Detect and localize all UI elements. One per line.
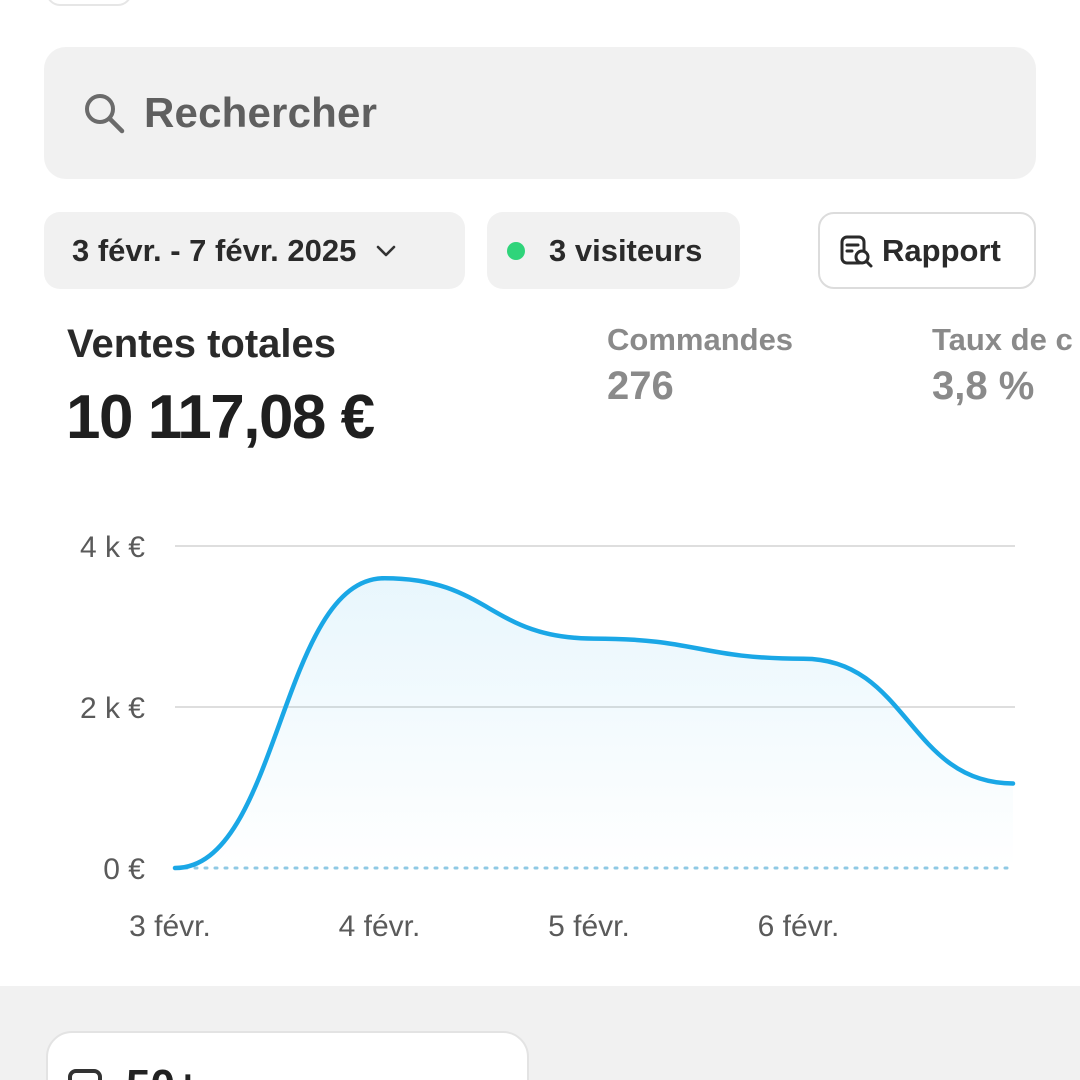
total-sales-value: 10 117,08 € [66, 383, 375, 452]
x-tick-label: 3 févr. [129, 910, 211, 943]
y-tick-label: 4 k € [80, 531, 145, 564]
report-button[interactable]: Rapport [818, 212, 1036, 289]
sales-area-fill [175, 578, 1013, 868]
sales-series-line [172, 575, 1016, 871]
search-placeholder: Rechercher [144, 89, 378, 136]
live-status-dot [507, 241, 525, 260]
report-label: Rapport [882, 232, 1001, 268]
live-visitors-chip[interactable]: 3 visiteurs [487, 212, 740, 289]
search-bar[interactable]: Rechercher [44, 47, 1036, 179]
x-tick-label: 4 févr. [339, 910, 421, 943]
top-button-partial[interactable] [46, 0, 132, 6]
date-range-selector[interactable]: 3 févr. - 7 févr. 2025 [44, 212, 465, 289]
y-tick-label: 2 k € [80, 692, 145, 725]
chevron-down-icon [377, 245, 396, 256]
search-icon [85, 94, 125, 134]
bottom-card[interactable]: 50+ [46, 1031, 529, 1080]
x-tick-label: 5 févr. [548, 910, 630, 943]
y-tick-label: 0 € [103, 853, 145, 886]
conversion-rate-label[interactable]: Taux de c [932, 322, 1073, 357]
conversion-rate-value: 3,8 % [932, 364, 1035, 408]
orders-value: 276 [607, 364, 674, 408]
total-sales-label: Ventes totales [67, 322, 337, 366]
orders-label[interactable]: Commandes [607, 322, 794, 357]
sales-chart: 0 € 2 k € 4 k € 3 févr. 4 févr. 5 févr. 6 fév… [80, 531, 1016, 943]
x-tick-label: 6 févr. [758, 910, 840, 943]
date-range-label: 3 févr. - 7 févr. 2025 [72, 232, 357, 268]
visitors-label: 3 visiteurs [549, 232, 703, 268]
report-search-icon [840, 235, 873, 267]
card-icon [68, 1069, 102, 1080]
bottom-card-text: 50+ [126, 1061, 201, 1080]
